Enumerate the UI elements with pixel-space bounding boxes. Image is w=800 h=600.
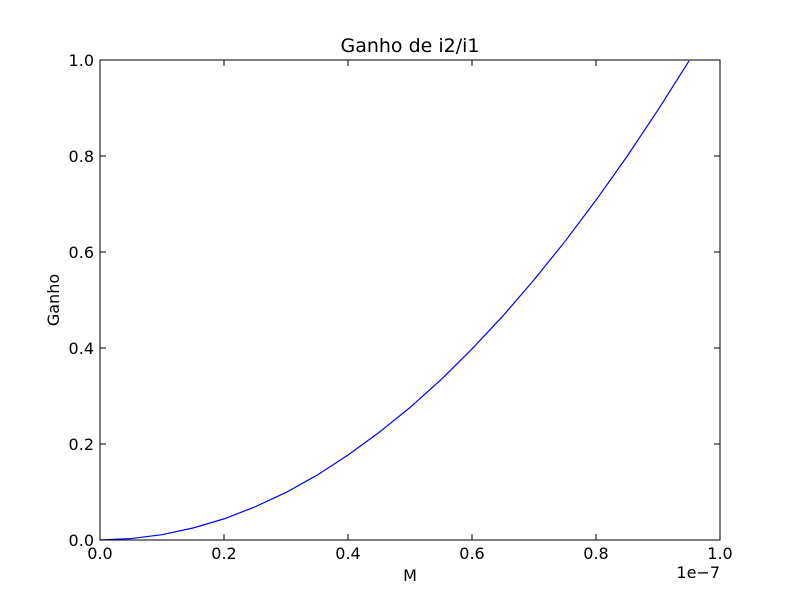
chart-title: Ganho de i2/i1 [340, 35, 479, 57]
x-tick-label: 0.2 [211, 544, 236, 563]
y-tick-label: 0.2 [69, 435, 94, 454]
y-tick-label: 0.8 [69, 147, 94, 166]
x-tick-label: 0.6 [459, 544, 484, 563]
y-tick-label: 0.4 [69, 339, 94, 358]
x-offset-label: 1e−7 [676, 563, 720, 582]
y-tick-label: 0.6 [69, 243, 94, 262]
x-tick-label: 1.0 [707, 544, 732, 563]
plot-area [99, 59, 721, 541]
axes-frame [99, 59, 721, 541]
x-tick-label: 0.0 [87, 544, 112, 563]
y-tick-label: 0.0 [69, 531, 94, 550]
y-tick-label: 1.0 [69, 51, 94, 70]
x-tick-label: 0.8 [583, 544, 608, 563]
series-line-0 [99, 60, 690, 541]
axis-ticks: 0.0 0.2 0.4 0.6 0.8 1.0 0.0 0.2 0.4 0.6 0.8 1.0 [69, 51, 733, 563]
x-axis-label: M [403, 566, 417, 585]
x-tick-label: 0.4 [335, 544, 360, 563]
y-axis-label: Ganho [44, 274, 63, 326]
